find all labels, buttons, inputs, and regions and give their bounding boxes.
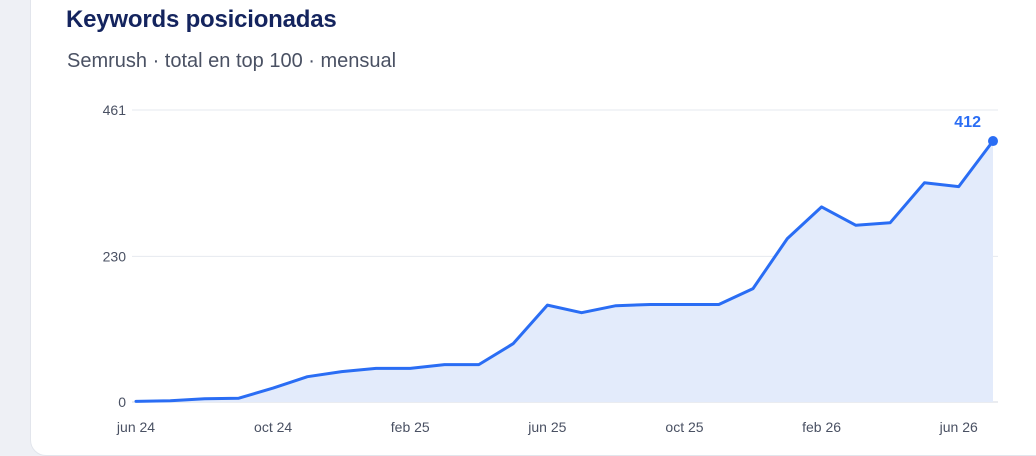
x-tick-label: jun 25	[527, 419, 566, 435]
x-tick-label: oct 25	[665, 419, 703, 435]
y-tick-label: 0	[118, 394, 126, 410]
chart-title: Keywords posicionadas	[66, 6, 337, 33]
y-tick-label: 230	[103, 248, 127, 264]
last-value-label: 412	[954, 114, 981, 131]
last-point	[988, 136, 998, 147]
y-tick-label: 461	[103, 102, 127, 118]
x-tick-label: jun 26	[939, 419, 978, 435]
x-tick-label: feb 25	[391, 419, 430, 435]
x-tick-label: jun 24	[116, 419, 155, 435]
series-line	[134, 139, 995, 403]
x-tick-label: oct 24	[254, 419, 292, 435]
area-fill	[136, 141, 993, 402]
x-tick-label: feb 26	[802, 419, 841, 435]
chart-subtitle: Semrush · total en top 100 · mensual	[67, 50, 397, 72]
